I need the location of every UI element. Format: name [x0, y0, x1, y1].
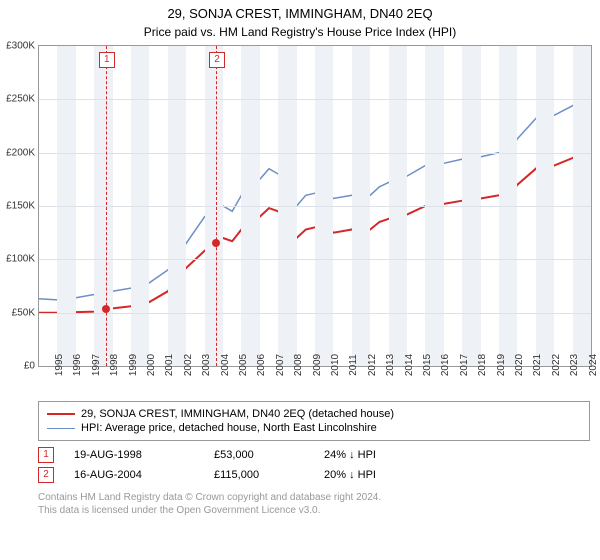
transaction-num: 1 [38, 447, 54, 463]
plot-area: £0£50K£100K£150K£200K£250K£300K12 [38, 45, 592, 367]
marker-label: 1 [99, 52, 115, 68]
transaction-row: 119-AUG-1998£53,00024% ↓ HPI [38, 447, 590, 463]
y-tick: £150K [6, 201, 39, 212]
transaction-row: 216-AUG-2004£115,00020% ↓ HPI [38, 467, 590, 483]
y-tick: £100K [6, 254, 39, 265]
marker-label: 2 [209, 52, 225, 68]
y-tick: £300K [6, 41, 39, 52]
y-tick: £50K [12, 307, 39, 318]
chart-subtitle: Price paid vs. HM Land Registry's House … [0, 21, 600, 45]
marker-dot [212, 239, 220, 247]
chart-area: £0£50K£100K£150K£200K£250K£300K12 199519… [38, 45, 590, 395]
transaction-num: 2 [38, 467, 54, 483]
legend-item: 29, SONJA CREST, IMMINGHAM, DN40 2EQ (de… [47, 408, 581, 420]
transactions: 119-AUG-1998£53,00024% ↓ HPI 216-AUG-2004… [38, 447, 590, 483]
footer-attribution: Contains HM Land Registry data © Crown c… [38, 491, 590, 517]
x-tick: 2025 [590, 354, 600, 376]
legend: 29, SONJA CREST, IMMINGHAM, DN40 2EQ (de… [38, 401, 590, 441]
chart-title: 29, SONJA CREST, IMMINGHAM, DN40 2EQ [0, 0, 600, 21]
y-tick: £250K [6, 94, 39, 105]
y-tick: £0 [24, 361, 39, 372]
marker-dot [102, 305, 110, 313]
legend-item: HPI: Average price, detached house, Nort… [47, 422, 581, 434]
y-tick: £200K [6, 147, 39, 158]
